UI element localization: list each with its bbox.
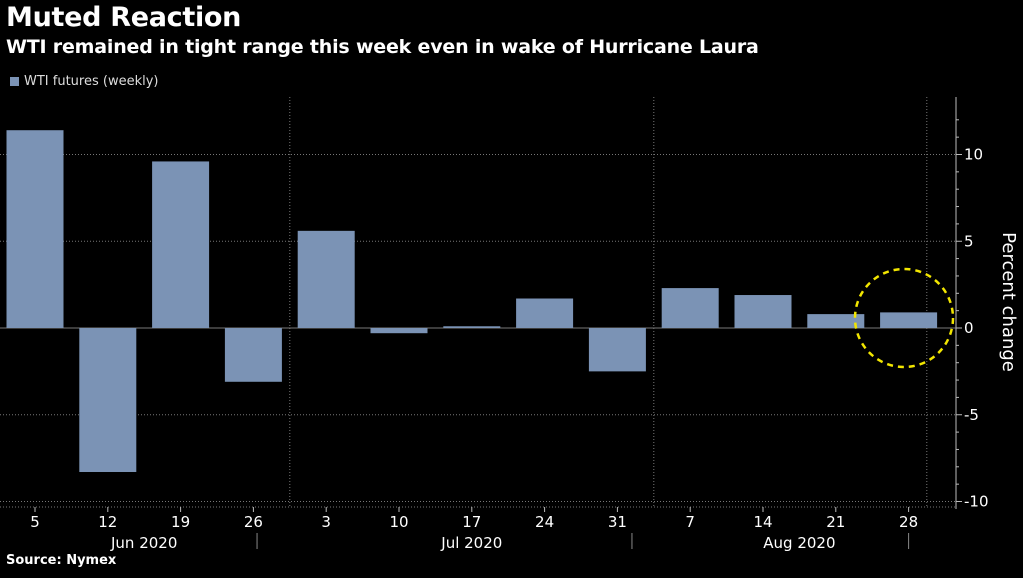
x-tick-label: 5 (30, 513, 40, 531)
y-tick-label: 0 (964, 319, 974, 337)
x-tick-label: 7 (685, 513, 695, 531)
month-label: Jul 2020 (440, 534, 502, 552)
y-tick-label: -5 (964, 406, 979, 424)
x-tick-label: 21 (826, 513, 845, 531)
chart-title: Muted Reaction (6, 2, 242, 33)
y-axis-label: Percent change (998, 232, 1019, 372)
bar-21 (807, 314, 865, 328)
bar-7 (661, 288, 719, 328)
bar-19 (152, 161, 210, 328)
bar-5 (6, 130, 64, 328)
x-tick-label: 12 (98, 513, 117, 531)
x-tick-label: 26 (244, 513, 263, 531)
y-tick-label: 5 (964, 232, 974, 250)
x-tick-label: 17 (462, 513, 481, 531)
legend-label: WTI futures (weekly) (24, 74, 159, 89)
bar-17 (443, 326, 501, 328)
bar-14 (734, 295, 792, 328)
bar-24 (516, 298, 574, 328)
y-tick-label: -10 (964, 493, 989, 511)
bar-12 (79, 328, 137, 473)
highlight-circle (853, 267, 955, 369)
bar-28 (880, 312, 938, 328)
legend: WTI futures (weekly) (10, 74, 158, 89)
chart-subtitle: WTI remained in tight range this week ev… (6, 36, 759, 58)
bar-26 (224, 328, 282, 382)
x-tick-label: 3 (321, 513, 331, 531)
legend-swatch (10, 77, 19, 86)
month-label: Jun 2020 (110, 534, 177, 552)
bar-3 (297, 230, 355, 328)
month-label: Aug 2020 (763, 534, 835, 552)
bar-10 (370, 328, 428, 334)
x-tick-label: 28 (899, 513, 918, 531)
x-tick-label: 24 (535, 513, 554, 531)
bar-31 (588, 328, 646, 372)
x-tick-label: 19 (171, 513, 190, 531)
x-tick-label: 10 (389, 513, 408, 531)
x-tick-label: 14 (753, 513, 772, 531)
source-note: Source: Nymex (6, 553, 117, 568)
y-tick-label: 10 (964, 146, 983, 164)
x-tick-label: 31 (608, 513, 627, 531)
